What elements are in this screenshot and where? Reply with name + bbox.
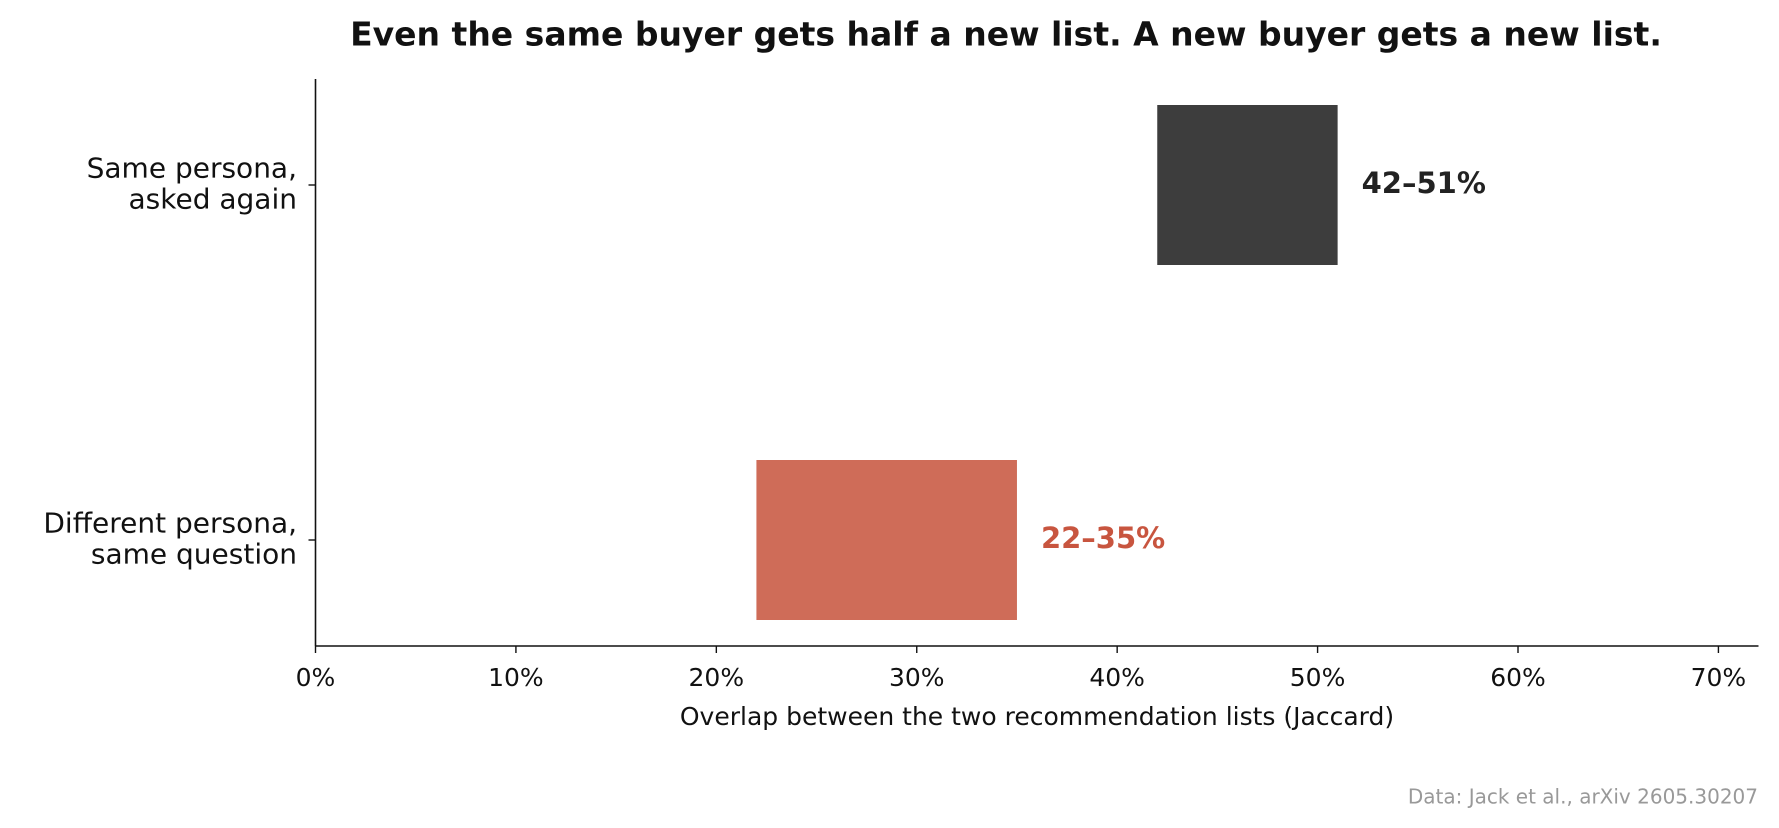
y-tick-label: Different persona, same question bbox=[43, 507, 297, 571]
range-bar bbox=[1157, 105, 1338, 265]
value-label: 42–51% bbox=[1362, 166, 1486, 200]
x-tick-label: 60% bbox=[1490, 663, 1546, 692]
x-tick-label: 30% bbox=[889, 663, 945, 692]
x-axis-label: Overlap between the two recommendation l… bbox=[680, 702, 1394, 731]
x-tick-label: 70% bbox=[1691, 663, 1747, 692]
y-tick-label-line: Different persona, bbox=[43, 507, 297, 540]
x-tick-label: 20% bbox=[689, 663, 745, 692]
range-bar bbox=[756, 460, 1017, 620]
y-tick-label-line: asked again bbox=[129, 183, 297, 216]
y-tick-label-line: Same persona, bbox=[87, 152, 297, 185]
x-tick-label: 0% bbox=[296, 663, 336, 692]
value-label: 22–35% bbox=[1041, 521, 1165, 555]
chart-title: Even the same buyer gets half a new list… bbox=[350, 15, 1662, 54]
y-tick-label: Same persona, asked again bbox=[87, 152, 297, 216]
source-note: Data: Jack et al., arXiv 2605.30207 bbox=[1408, 785, 1758, 809]
x-tick-label: 40% bbox=[1089, 663, 1145, 692]
x-tick-label: 10% bbox=[488, 663, 544, 692]
x-tick-label: 50% bbox=[1290, 663, 1346, 692]
y-tick-label-line: same question bbox=[91, 538, 297, 571]
